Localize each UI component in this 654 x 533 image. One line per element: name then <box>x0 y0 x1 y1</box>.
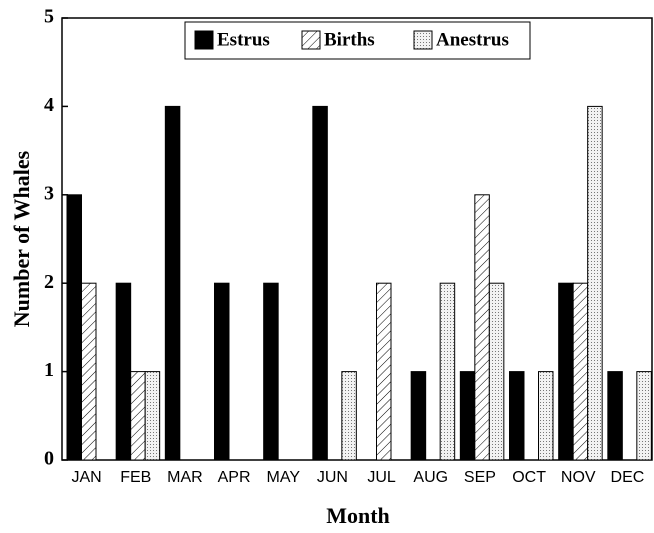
x-tick-label: FEB <box>120 469 151 486</box>
legend-swatch <box>413 30 433 50</box>
x-tick-label: DEC <box>611 469 645 486</box>
bar <box>607 371 623 461</box>
bar <box>587 105 603 461</box>
legend-swatch <box>301 30 321 50</box>
y-tick-label: 5 <box>44 6 54 28</box>
bar <box>488 282 505 461</box>
bar <box>474 194 490 461</box>
bar <box>263 282 279 461</box>
bar <box>81 282 97 461</box>
x-tick-label: SEP <box>464 469 496 486</box>
bar <box>459 371 476 461</box>
legend-label: Anestrus <box>436 29 509 50</box>
y-tick-label: 2 <box>44 271 54 293</box>
x-tick-label: OCT <box>512 469 546 486</box>
bar <box>312 105 328 461</box>
bar <box>115 282 132 461</box>
bar <box>130 371 146 461</box>
legend-label: Estrus <box>217 29 270 50</box>
bar <box>341 371 357 461</box>
x-tick-label: JUL <box>367 469 396 486</box>
x-tick-label: JUN <box>317 469 348 486</box>
bar <box>164 105 181 461</box>
bar <box>144 371 161 461</box>
bar <box>439 282 456 461</box>
x-tick-label: APR <box>218 469 251 486</box>
legend-label: Births <box>324 29 375 50</box>
legend <box>184 21 531 60</box>
legend-swatch <box>194 30 214 50</box>
bar <box>410 371 427 461</box>
bar <box>636 371 652 461</box>
y-axis-label: Number of Whales <box>9 150 34 327</box>
bar <box>572 282 589 461</box>
x-tick-label: MAR <box>167 469 203 486</box>
bar <box>558 282 574 461</box>
bar <box>509 371 525 461</box>
bar <box>376 282 392 461</box>
bar <box>538 371 554 461</box>
x-tick-label: MAY <box>267 469 301 486</box>
x-axis-label: Month <box>326 503 390 528</box>
x-tick-label: AUG <box>413 469 448 486</box>
y-tick-label: 3 <box>44 182 54 204</box>
x-tick-label: JAN <box>71 469 101 486</box>
y-tick-label: 1 <box>44 359 54 381</box>
bar <box>66 194 82 461</box>
y-tick-label: 0 <box>44 448 54 470</box>
x-tick-label: NOV <box>561 469 596 486</box>
bar <box>214 282 230 461</box>
plot-frame <box>61 17 653 461</box>
y-tick-label: 4 <box>44 94 54 116</box>
